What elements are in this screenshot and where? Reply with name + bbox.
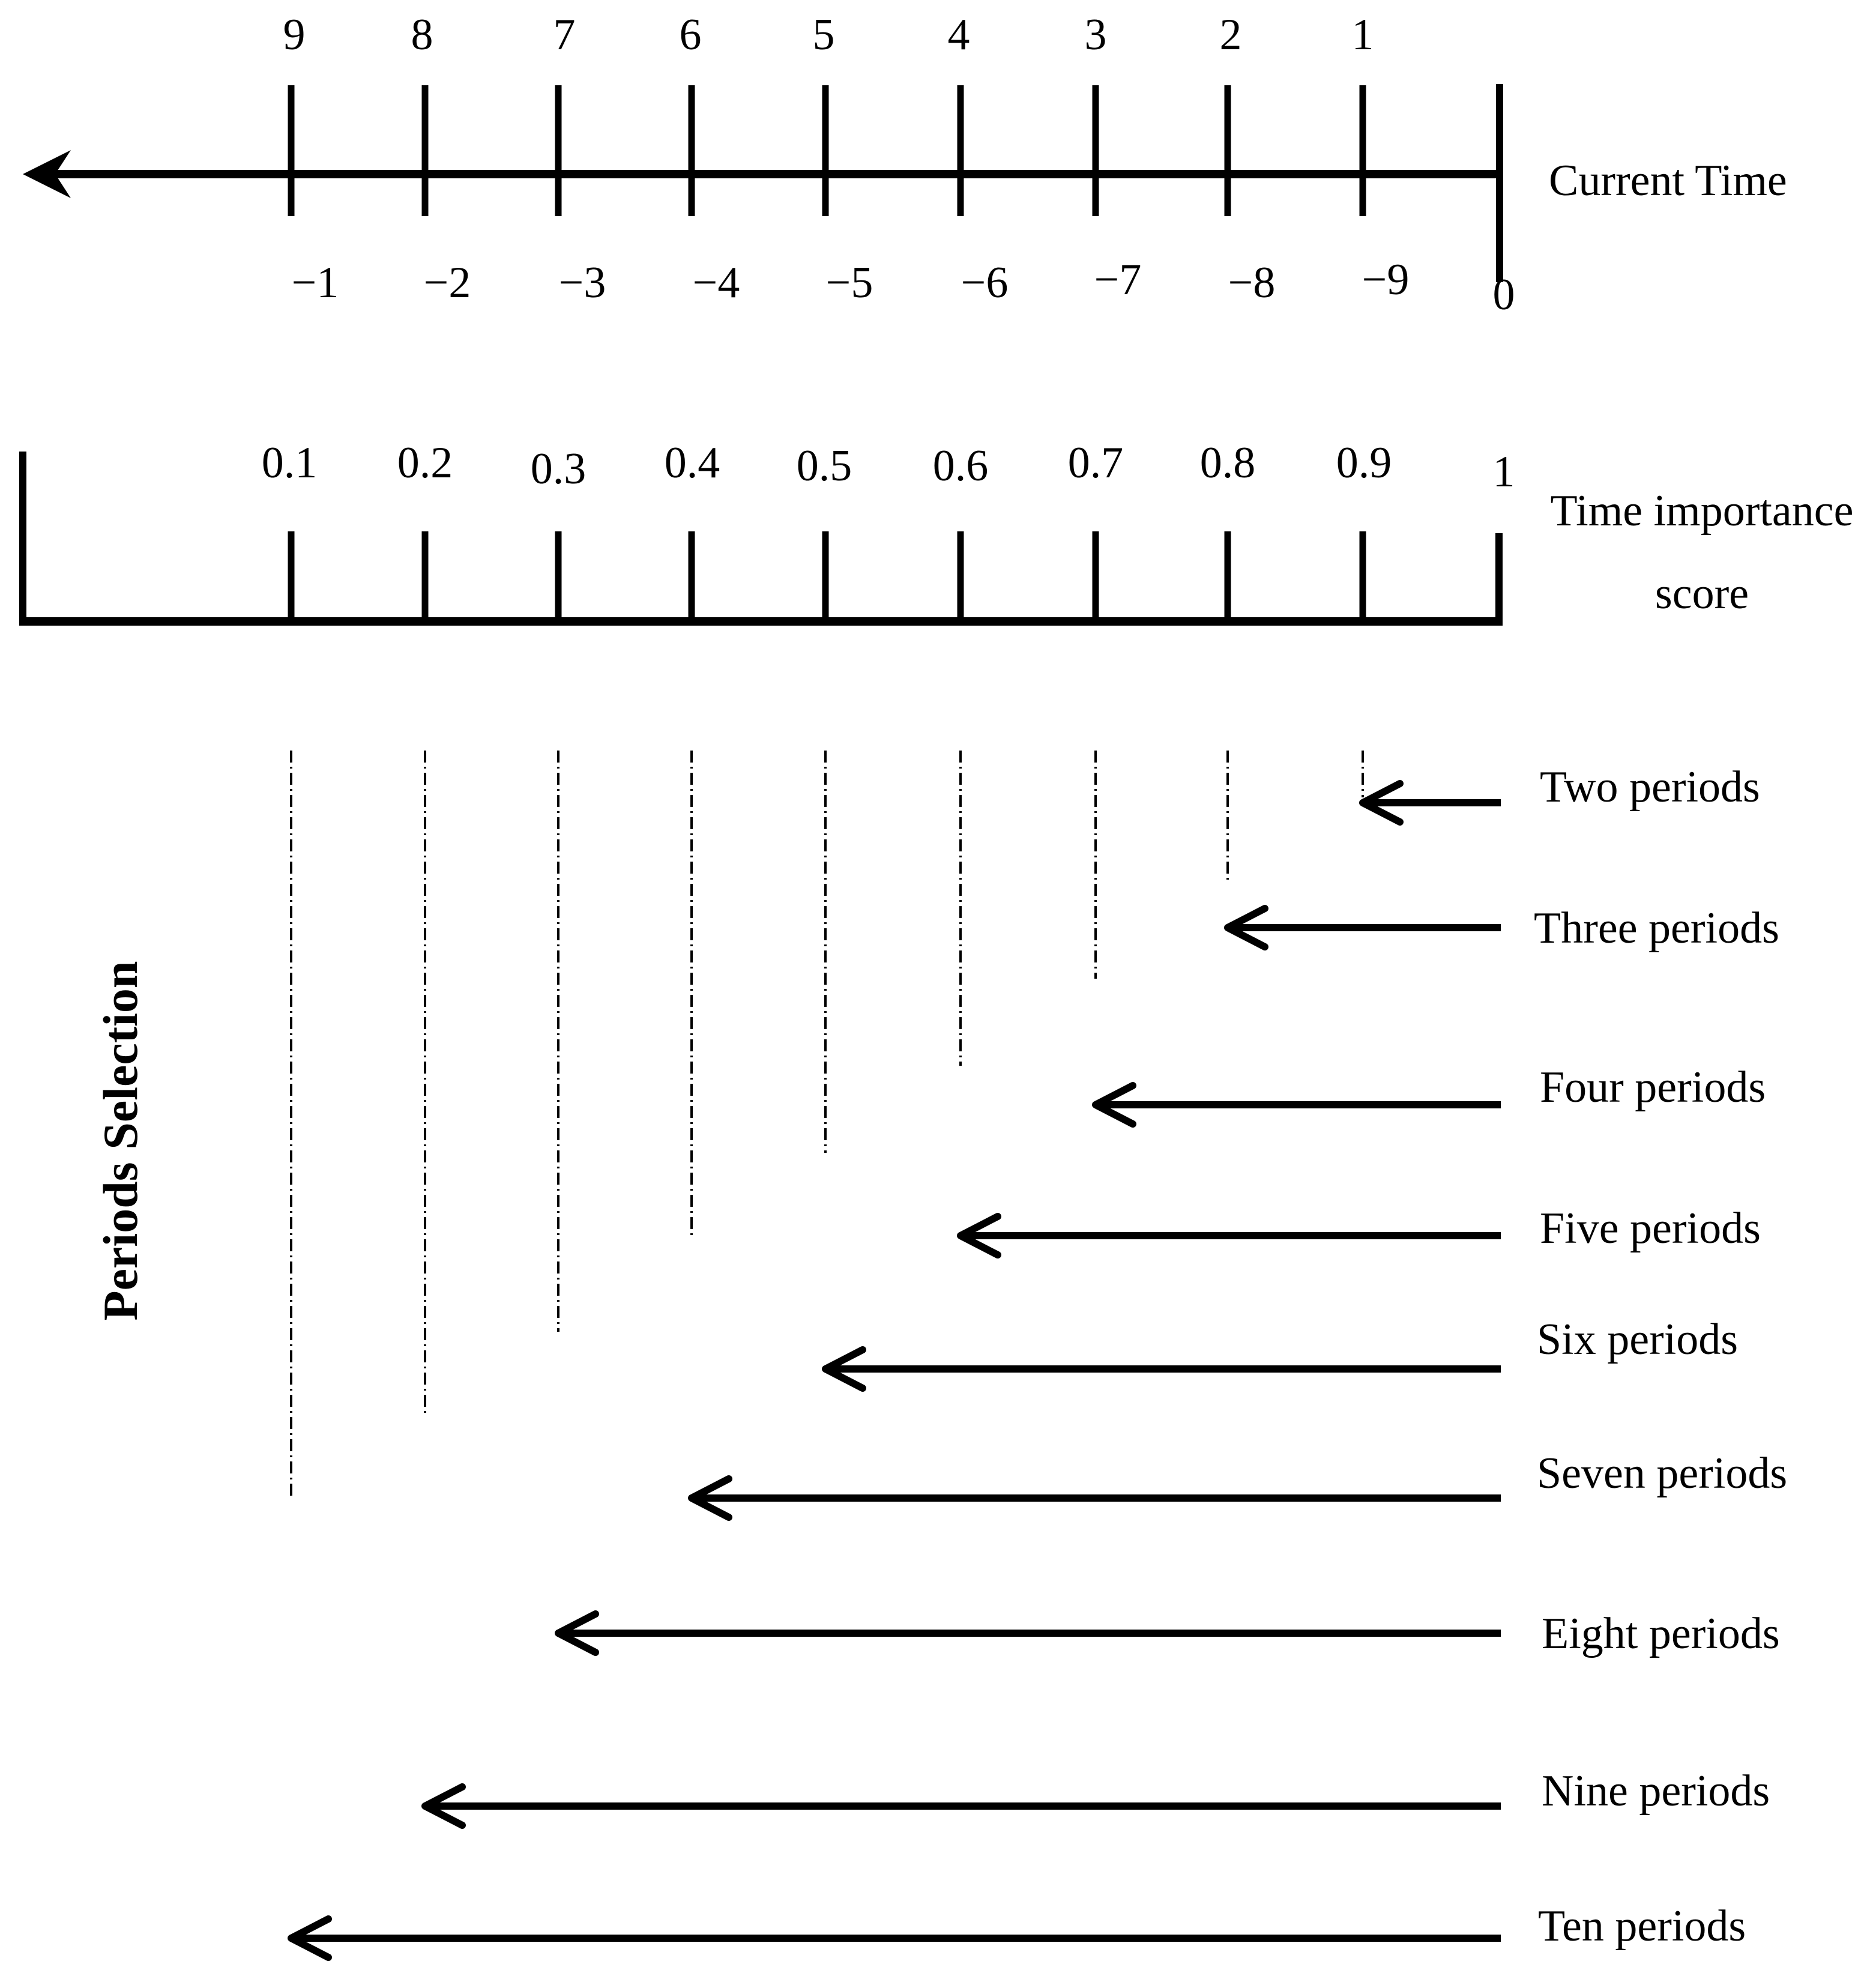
timeline-count-label: 2 — [1220, 10, 1242, 59]
period-option-label: Five periods — [1540, 1204, 1761, 1253]
timeline-offset-label: −8 — [1228, 258, 1276, 307]
timeline-arrowhead — [23, 150, 71, 198]
score-label: 0.2 — [397, 438, 453, 488]
score-scale-title: score — [1655, 569, 1749, 618]
score-label: 0.1 — [262, 438, 318, 488]
score-label: 0.3 — [531, 444, 587, 494]
periods-selection-title: Periods Selection — [93, 961, 148, 1321]
score-label: 0.9 — [1336, 438, 1392, 488]
period-option-label: Six periods — [1537, 1315, 1738, 1364]
score-label: 0.5 — [797, 441, 852, 491]
period-arrow-head — [288, 1915, 332, 1961]
timeline-count-label: 9 — [283, 10, 306, 59]
period-arrow-head — [1359, 780, 1404, 826]
timeline-count-label: 3 — [1085, 10, 1107, 59]
score-label: 0.8 — [1200, 438, 1256, 488]
score-ticks — [288, 531, 1366, 621]
period-arrow-head — [1092, 1082, 1136, 1128]
timeline-count-label: 7 — [553, 10, 576, 59]
timeline: 9 8 7 6 5 4 3 2 1 −1 −2 −3 −4 −5 −6 −7 −… — [23, 10, 1787, 319]
dash-guides — [290, 751, 1364, 1498]
score-label: 0.7 — [1068, 438, 1124, 488]
score-scale: 0.1 0.2 0.3 0.4 0.5 0.6 0.7 0.8 0.9 1 Ti… — [19, 438, 1854, 626]
period-arrow-head — [688, 1475, 732, 1521]
period-arrow-head — [822, 1346, 866, 1392]
period-option-label: Eight periods — [1542, 1609, 1780, 1658]
timeline-ticks — [288, 85, 1366, 216]
score-scale-title: Time importance — [1551, 486, 1854, 536]
timeline-offset-label: −1 — [292, 258, 339, 307]
period-arrow-head — [555, 1610, 599, 1656]
period-option-label: Two periods — [1540, 763, 1760, 812]
score-label: 0.4 — [665, 438, 720, 488]
timeline-count-label: 8 — [411, 10, 433, 59]
current-time-label: Current Time — [1549, 156, 1787, 205]
timeline-offset-label: −7 — [1094, 255, 1142, 304]
score-label: 0.6 — [933, 441, 989, 491]
timeline-count-label: 4 — [948, 10, 970, 59]
period-option-label: Four periods — [1540, 1063, 1766, 1112]
periods-selection: Two periods Three periods Four periods F… — [93, 751, 1787, 1961]
timeline-offset-label: 0 — [1493, 270, 1515, 319]
period-option-label: Three periods — [1534, 904, 1779, 953]
timeline-count-label: 6 — [680, 10, 702, 59]
period-arrow-head — [421, 1783, 466, 1829]
timeline-offset-label: −2 — [424, 258, 471, 307]
period-option-label: Nine periods — [1542, 1766, 1770, 1816]
period-option-label: Ten periods — [1538, 1902, 1746, 1951]
timeline-offset-label: −4 — [693, 258, 740, 307]
timeline-offset-label: −9 — [1362, 255, 1410, 304]
timeline-count-label: 1 — [1352, 10, 1374, 59]
score-label: 1 — [1493, 447, 1515, 497]
period-arrows — [288, 780, 1501, 1961]
timeline-offset-label: −3 — [559, 258, 606, 307]
timeline-offset-label: −5 — [826, 258, 873, 307]
timeline-count-label: 5 — [813, 10, 835, 59]
timeline-offset-label: −6 — [961, 258, 1009, 307]
period-option-label: Seven periods — [1537, 1449, 1787, 1498]
period-arrow-head — [1224, 905, 1268, 950]
period-arrow-head — [957, 1213, 1001, 1258]
